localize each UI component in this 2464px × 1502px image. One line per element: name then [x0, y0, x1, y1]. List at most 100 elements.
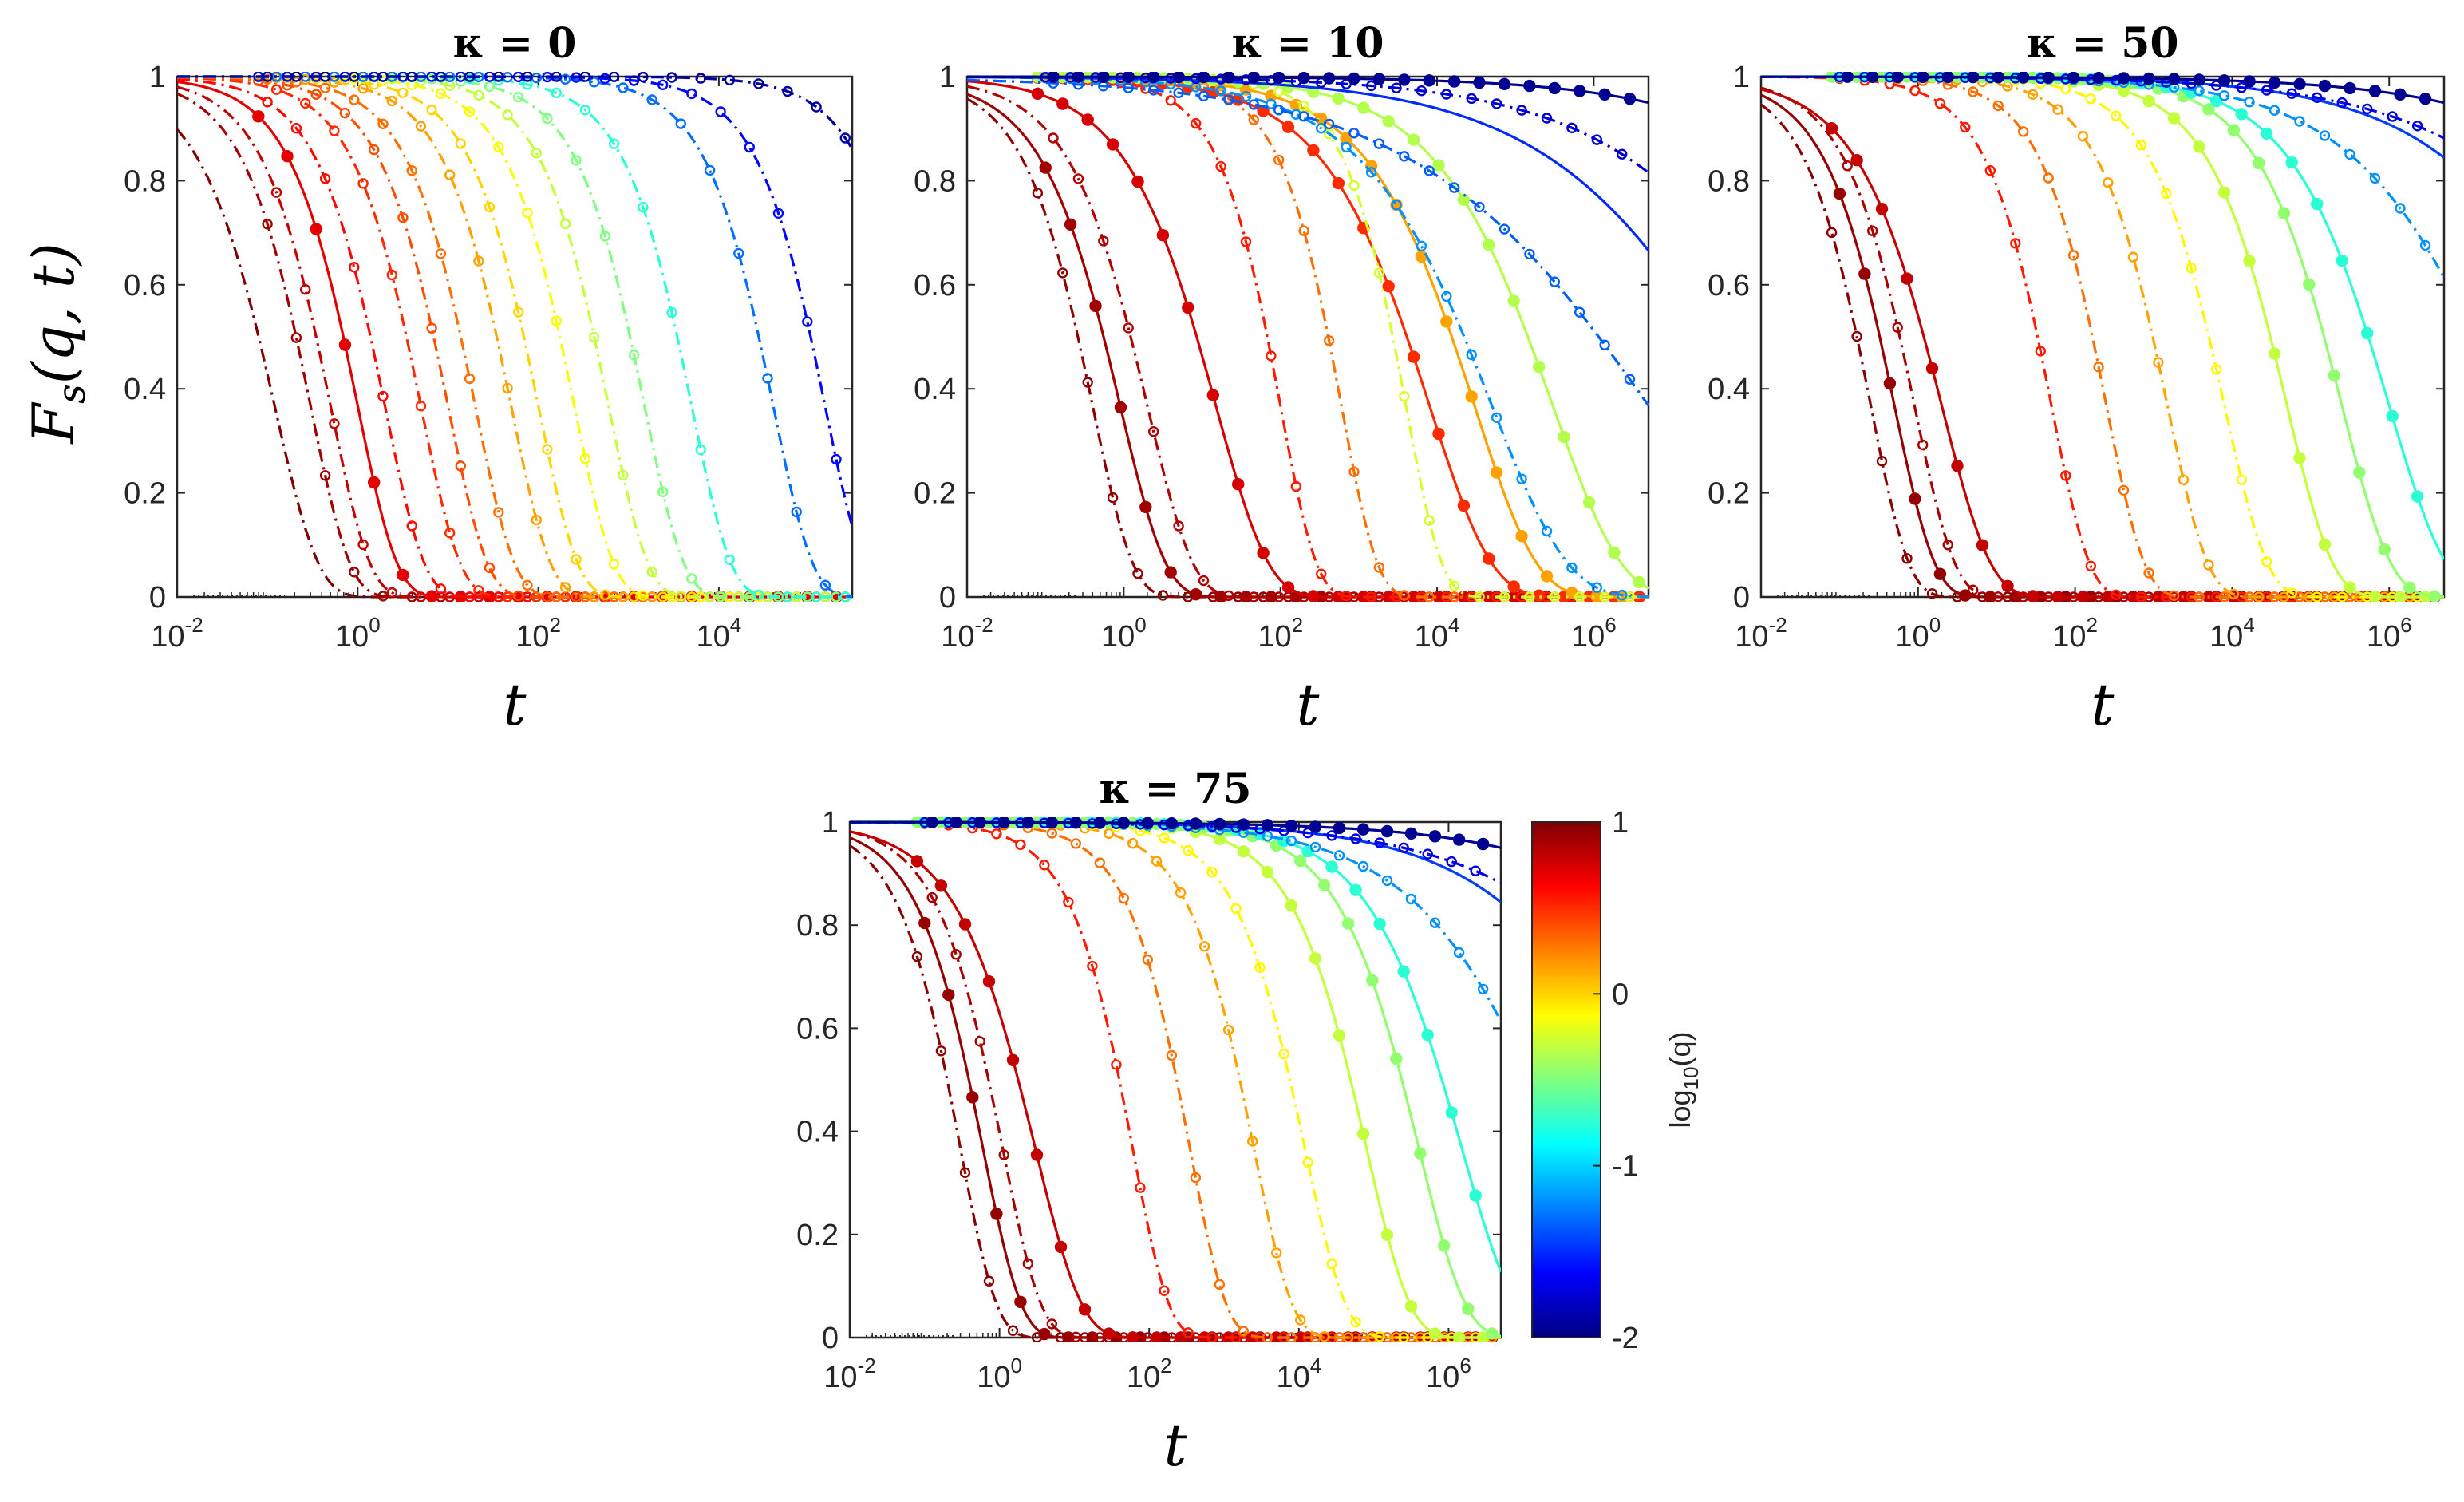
x-tick-label: 104: [2209, 613, 2255, 654]
data-point: [290, 77, 302, 88]
data-point: [1926, 588, 1938, 599]
data-point: [2236, 474, 2247, 485]
data-point: [1072, 173, 1084, 184]
data-point: [675, 118, 686, 129]
data-point: [377, 118, 389, 130]
data-point: [1951, 460, 1964, 472]
data-point: [1240, 236, 1252, 247]
panel-3: κ = 50 0 0.2 0.4 0.6 0.8 1 10-2 100 102 104 106 t: [1708, 19, 2446, 738]
data-point: [473, 89, 484, 101]
data-point: [2067, 250, 2079, 261]
data-point: [1089, 299, 1102, 313]
data-point: [638, 72, 649, 83]
data-point: [2193, 140, 2205, 153]
data-point: [513, 91, 524, 103]
data-point: [1156, 229, 1170, 242]
data-point: [1825, 121, 1838, 135]
data-point: [1558, 430, 1570, 444]
data-point: [473, 585, 484, 596]
data-point: [2344, 581, 2356, 594]
data-point: [493, 141, 504, 152]
x-tick-label: 104: [1415, 613, 1460, 654]
data-point: [1424, 515, 1435, 526]
x-tick-label: 102: [1258, 613, 1303, 654]
data-point: [715, 591, 726, 602]
data-point: [1826, 227, 1838, 239]
data-point: [1348, 128, 1360, 139]
data-point: [1072, 72, 1085, 83]
plot-area: [848, 820, 1502, 1339]
data-point: [811, 591, 822, 602]
data-point: [1070, 838, 1082, 849]
data-point: [329, 77, 340, 88]
data-point: [1398, 842, 1409, 854]
data-point: [1103, 828, 1115, 840]
data-point: [1281, 121, 1295, 133]
data-point: [1069, 817, 1082, 829]
panel-1: κ = 0 0 0.2 0.4 0.6 0.8 1 10-2 100 102 104 t: [124, 19, 854, 738]
data-point: [1992, 591, 2004, 602]
data-point: [926, 891, 938, 903]
data-point: [1172, 72, 1185, 84]
data-point: [973, 817, 986, 828]
data-point: [1045, 817, 1058, 829]
svg-text:log10(q): log10(q): [1664, 1032, 1703, 1128]
data-point: [262, 219, 273, 230]
colorbar-label: log10(q): [1664, 1032, 1703, 1128]
data-point: [657, 486, 669, 497]
data-point: [1030, 1148, 1044, 1161]
data-point: [2127, 251, 2139, 263]
data-point: [1173, 520, 1184, 532]
data-point: [2193, 73, 2205, 86]
data-point: [1445, 1106, 1458, 1119]
data-point: [1038, 1327, 1051, 1341]
data-point: [425, 590, 438, 602]
data-point: [2253, 591, 2265, 602]
data-point: [1215, 85, 1226, 97]
data-point: [2294, 116, 2305, 127]
data-point: [1942, 540, 1953, 551]
data-point: [686, 88, 697, 100]
data-point: [910, 855, 924, 868]
data-point: [435, 583, 447, 595]
data-point: [1850, 153, 1863, 167]
data-point: [2228, 588, 2240, 600]
colorbar-label-args: (q): [1664, 1032, 1696, 1067]
data-point: [2218, 591, 2230, 602]
data-point: [2027, 89, 2039, 101]
data-point: [1432, 159, 1445, 172]
x-tick-label: 10-2: [941, 613, 993, 654]
data-point: [1078, 1303, 1092, 1316]
x-axis-label: t: [1297, 671, 1321, 738]
data-point: [2243, 75, 2256, 88]
data-point: [1616, 589, 1628, 601]
data-point: [2186, 263, 2197, 274]
data-point: [1984, 164, 1996, 176]
data-point: [1257, 547, 1270, 559]
x-axis-label: t: [1164, 1412, 1188, 1479]
data-point: [1499, 223, 1510, 235]
data-point: [349, 72, 360, 82]
data-point: [1474, 591, 1485, 602]
data-point: [1147, 426, 1159, 437]
y-tick-label: 0.2: [124, 477, 166, 511]
data-point: [1424, 591, 1435, 602]
data-point: [1507, 294, 1520, 307]
data-point: [2344, 81, 2356, 95]
data-point: [974, 1036, 985, 1047]
data-point: [1198, 941, 1210, 952]
y-tick-label: 0.6: [1708, 269, 1750, 302]
data-point: [1391, 82, 1402, 93]
data-point: [2042, 72, 2055, 84]
data-point: [608, 559, 620, 570]
data-point: [1238, 1326, 1250, 1337]
data-point: [2268, 76, 2281, 89]
data-point: [1223, 94, 1234, 105]
y-tick-label: 0.6: [914, 269, 956, 302]
data-point: [1624, 374, 1636, 385]
data-point: [1382, 280, 1395, 293]
colorbar-tick-label: 0: [1612, 978, 1629, 1011]
data-point: [1294, 1314, 1306, 1326]
data-point: [1933, 567, 1947, 580]
data-point: [310, 89, 322, 100]
